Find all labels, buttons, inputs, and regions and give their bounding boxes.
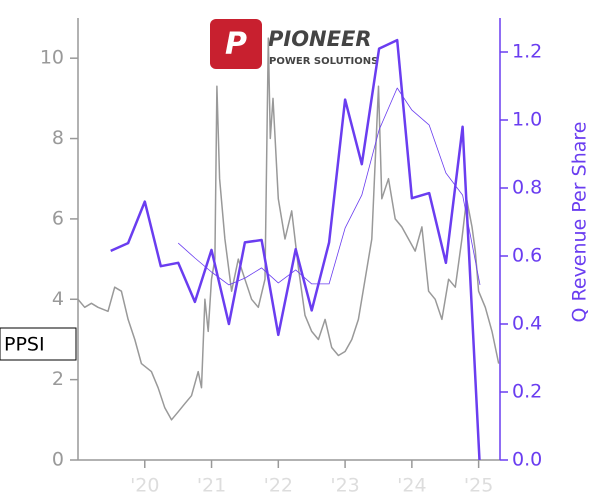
y-tick-label: 4 xyxy=(52,288,64,310)
series-line xyxy=(110,38,481,460)
x-tick-label: '25 xyxy=(464,475,493,497)
ticker-box xyxy=(0,327,77,361)
y2-tick-label: 0.8 xyxy=(512,177,542,199)
x-tick-label: '20 xyxy=(130,475,159,497)
y2-axis-label: Q Revenue Per Share xyxy=(569,122,591,323)
y-tick-label: 2 xyxy=(52,368,64,390)
logo-name: PIONEER xyxy=(268,27,372,51)
x-tick-label: '21 xyxy=(197,475,226,497)
y-tick-label: 8 xyxy=(52,127,64,149)
ticker: PPSI xyxy=(4,334,45,356)
y2-tick-label: 1.0 xyxy=(512,109,542,131)
y2-tick-label: 0.0 xyxy=(512,449,542,471)
logo-glyph: P xyxy=(225,27,247,62)
y2-tick-label: 0.6 xyxy=(512,245,542,267)
logo: P PIONEER POWER SOLUTIONS xyxy=(210,19,378,69)
y-tick-label: 10 xyxy=(40,47,64,69)
x-tick-label: '24 xyxy=(397,475,426,497)
series-line xyxy=(78,37,500,421)
y2-tick-label: 1.2 xyxy=(512,41,542,63)
y2-tick-label: 0.2 xyxy=(512,381,542,403)
series-line xyxy=(177,87,481,286)
logo-icon xyxy=(210,19,262,69)
y-tick-label: 0 xyxy=(52,449,64,471)
y-tick-label: 6 xyxy=(52,207,64,229)
x-tick-label: '23 xyxy=(330,475,359,497)
logo-tagline: POWER SOLUTIONS xyxy=(269,56,378,67)
x-tick-label: '22 xyxy=(264,475,293,497)
y2-tick-label: 0.4 xyxy=(512,313,542,335)
